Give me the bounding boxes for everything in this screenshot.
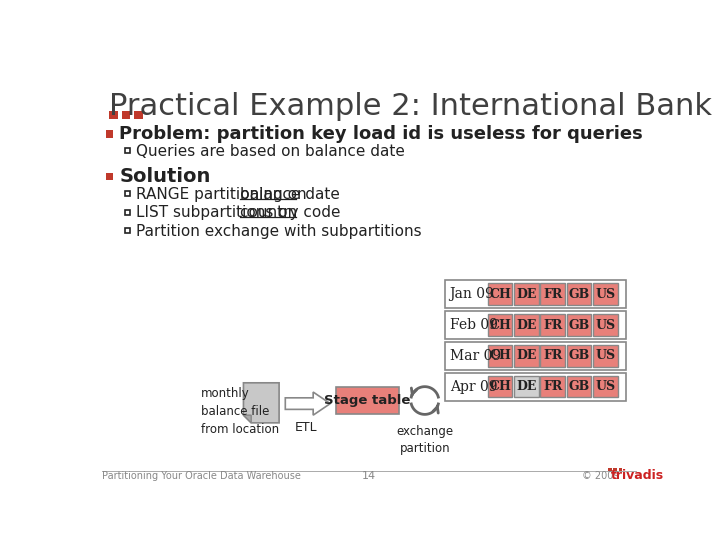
FancyBboxPatch shape <box>567 314 591 336</box>
Text: Jan 09: Jan 09 <box>449 287 495 301</box>
FancyBboxPatch shape <box>593 314 618 336</box>
FancyBboxPatch shape <box>445 373 626 401</box>
Text: ETL: ETL <box>295 421 318 434</box>
Polygon shape <box>243 383 279 423</box>
Text: FR: FR <box>543 319 562 332</box>
Text: FR: FR <box>543 349 562 362</box>
FancyBboxPatch shape <box>613 468 617 472</box>
FancyBboxPatch shape <box>122 111 130 119</box>
FancyBboxPatch shape <box>445 311 626 339</box>
Text: US: US <box>595 349 616 362</box>
Text: CH: CH <box>489 349 511 362</box>
Text: CH: CH <box>489 319 511 332</box>
Text: exchange
partition: exchange partition <box>396 425 454 455</box>
Text: Stage table: Stage table <box>324 394 410 407</box>
Text: © 2009: © 2009 <box>582 471 620 481</box>
Text: Mar 09: Mar 09 <box>449 349 500 363</box>
FancyBboxPatch shape <box>567 376 591 397</box>
FancyBboxPatch shape <box>618 468 622 472</box>
Text: Apr 09: Apr 09 <box>449 380 497 394</box>
Text: Partition exchange with subpartitions: Partition exchange with subpartitions <box>137 224 422 239</box>
Text: balance date: balance date <box>240 187 340 201</box>
FancyBboxPatch shape <box>487 345 513 367</box>
Text: GB: GB <box>568 288 590 301</box>
Text: FR: FR <box>543 288 562 301</box>
Text: Queries are based on balance date: Queries are based on balance date <box>137 144 405 159</box>
FancyBboxPatch shape <box>540 314 565 336</box>
Text: FR: FR <box>543 380 562 393</box>
FancyBboxPatch shape <box>106 173 113 180</box>
FancyBboxPatch shape <box>540 376 565 397</box>
FancyBboxPatch shape <box>106 130 113 138</box>
Text: Feb 09: Feb 09 <box>449 318 498 332</box>
Text: Partitioning Your Oracle Data Warehouse: Partitioning Your Oracle Data Warehouse <box>102 471 300 481</box>
FancyBboxPatch shape <box>514 345 539 367</box>
FancyBboxPatch shape <box>514 314 539 336</box>
FancyBboxPatch shape <box>567 345 591 367</box>
FancyBboxPatch shape <box>593 284 618 305</box>
FancyBboxPatch shape <box>134 111 143 119</box>
FancyBboxPatch shape <box>608 468 611 472</box>
Text: country code: country code <box>240 205 340 220</box>
Text: Problem: partition key load id is useless for queries: Problem: partition key load id is useles… <box>120 125 643 143</box>
FancyBboxPatch shape <box>109 111 118 119</box>
Text: US: US <box>595 319 616 332</box>
Text: DE: DE <box>516 288 536 301</box>
FancyBboxPatch shape <box>593 345 618 367</box>
Text: US: US <box>595 288 616 301</box>
Text: US: US <box>595 380 616 393</box>
FancyBboxPatch shape <box>487 314 513 336</box>
FancyBboxPatch shape <box>336 387 399 414</box>
FancyBboxPatch shape <box>593 376 618 397</box>
Polygon shape <box>243 415 251 423</box>
FancyBboxPatch shape <box>487 376 513 397</box>
Text: LIST subpartitions on: LIST subpartitions on <box>137 205 302 220</box>
Text: RANGE partitioning on: RANGE partitioning on <box>137 187 312 201</box>
FancyBboxPatch shape <box>514 284 539 305</box>
Text: GB: GB <box>568 380 590 393</box>
Text: DE: DE <box>516 380 536 393</box>
Text: DE: DE <box>516 349 536 362</box>
Text: DE: DE <box>516 319 536 332</box>
Text: trivadis: trivadis <box>611 469 664 482</box>
Text: Practical Example 2: International Bank: Practical Example 2: International Bank <box>109 92 712 121</box>
FancyBboxPatch shape <box>514 376 539 397</box>
Text: GB: GB <box>568 319 590 332</box>
Text: monthly
balance file
from location: monthly balance file from location <box>201 387 279 436</box>
Text: CH: CH <box>489 380 511 393</box>
FancyBboxPatch shape <box>487 284 513 305</box>
Text: GB: GB <box>568 349 590 362</box>
FancyBboxPatch shape <box>540 284 565 305</box>
FancyBboxPatch shape <box>445 280 626 308</box>
FancyBboxPatch shape <box>540 345 565 367</box>
FancyBboxPatch shape <box>567 284 591 305</box>
Text: 14: 14 <box>362 471 376 481</box>
Text: Solution: Solution <box>120 167 211 186</box>
FancyBboxPatch shape <box>445 342 626 370</box>
Polygon shape <box>285 392 330 415</box>
Text: CH: CH <box>489 288 511 301</box>
